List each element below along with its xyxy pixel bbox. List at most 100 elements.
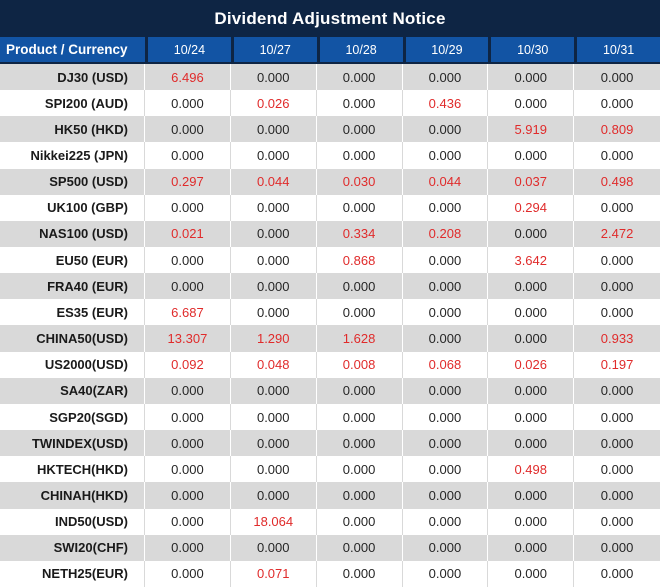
value-cell: 0.000 [317, 273, 403, 300]
value-cell: 0.000 [231, 273, 317, 300]
value-cell: 3.642 [488, 247, 575, 274]
value-cell: 0.000 [488, 220, 575, 248]
value-cell: 0.000 [317, 299, 403, 326]
value-cell: 0.000 [488, 377, 575, 404]
product-cell: SA40(ZAR) [0, 377, 145, 404]
value-cell: 0.030 [317, 168, 403, 195]
table-row: SWI20(CHF) 0.000 0.000 0.000 0.000 0.000 0.000 [0, 534, 660, 561]
table-row: NAS100 (USD) 0.021 0.000 0.334 0.208 0.000 2.4… [0, 220, 660, 248]
value-cell: 0.000 [231, 430, 317, 457]
value-cell: 0.000 [403, 430, 489, 457]
value-cell: 5.919 [488, 116, 575, 143]
product-cell: CHINAH(HKD) [0, 482, 145, 509]
value-cell: 0.498 [488, 456, 575, 483]
product-cell: TWINDEX(USD) [0, 430, 145, 457]
product-cell: US2000(USD) [0, 351, 145, 378]
value-cell: 0.000 [145, 116, 231, 143]
value-cell: 0.933 [600, 331, 634, 347]
value-cell: 0.000 [317, 116, 403, 143]
value-cell: 0.000 [403, 456, 489, 483]
value-cell: 0.000 [145, 377, 231, 404]
value-cell: 0.000 [488, 482, 575, 509]
value-cell: 0.000 [600, 487, 634, 503]
value-cell: 0.000 [600, 148, 634, 164]
value-cell: 0.000 [145, 142, 231, 169]
value-cell: 0.436 [403, 90, 489, 117]
product-cell: HK50 (HKD) [0, 116, 145, 143]
value-cell: 0.000 [145, 273, 231, 300]
column-header-date-6: 10/31 [577, 37, 660, 62]
value-cell: 0.000 [403, 116, 489, 143]
table-row: CHINA50(USD) 13.307 1.290 1.628 0.000 0.000 0.… [0, 325, 660, 352]
value-cell: 0.008 [317, 351, 403, 378]
value-cell: 0.000 [231, 456, 317, 483]
value-cell: 0.000 [231, 220, 317, 248]
value-cell: 0.021 [145, 220, 231, 248]
value-cell: 0.000 [600, 278, 634, 294]
value-cell: 0.000 [317, 482, 403, 509]
product-cell: FRA40 (EUR) [0, 273, 145, 300]
value-cell: 0.000 [231, 482, 317, 509]
value-cell: 0.000 [231, 377, 317, 404]
value-cell: 0.000 [317, 403, 403, 431]
value-cell: 0.000 [600, 540, 634, 556]
value-cell: 0.000 [231, 194, 317, 221]
product-cell: NAS100 (USD) [0, 220, 145, 248]
value-cell: 0.000 [403, 482, 489, 509]
value-cell: 0.000 [317, 194, 403, 221]
value-cell: 0.000 [145, 90, 231, 117]
table-row: HK50 (HKD) 0.000 0.000 0.000 0.000 5.919 0.809 [0, 116, 660, 143]
value-cell: 0.000 [231, 142, 317, 169]
value-cell: 0.000 [600, 514, 634, 530]
value-cell: 0.000 [600, 304, 634, 320]
value-cell: 0.000 [145, 194, 231, 221]
value-cell: 0.498 [600, 174, 634, 190]
value-cell: 0.044 [231, 168, 317, 195]
table-row: TWINDEX(USD) 0.000 0.000 0.000 0.000 0.000 0.0… [0, 430, 660, 457]
value-cell: 0.048 [231, 351, 317, 378]
value-cell: 0.809 [600, 121, 634, 137]
value-cell: 0.000 [403, 194, 489, 221]
value-cell: 0.000 [403, 508, 489, 535]
value-cell: 0.000 [488, 273, 575, 300]
value-cell: 0.000 [317, 534, 403, 561]
table-row: DJ30 (USD) 6.496 0.000 0.000 0.000 0.000 0.000 [0, 64, 660, 91]
column-header-product-currency: Product / Currency [0, 37, 145, 62]
value-cell: 0.000 [600, 69, 634, 85]
value-cell: 0.000 [403, 534, 489, 561]
value-cell: 0.068 [403, 351, 489, 378]
value-cell: 0.044 [403, 168, 489, 195]
value-cell: 0.000 [317, 508, 403, 535]
value-cell: 0.000 [600, 435, 634, 451]
value-cell: 0.000 [600, 200, 634, 216]
value-cell: 0.208 [403, 220, 489, 248]
value-cell: 0.000 [231, 534, 317, 561]
value-cell: 0.000 [145, 456, 231, 483]
value-cell: 0.000 [488, 142, 575, 169]
page-title: Dividend Adjustment Notice [0, 0, 660, 37]
table-row: CHINAH(HKD) 0.000 0.000 0.000 0.000 0.000 0.00… [0, 482, 660, 509]
value-cell: 0.000 [403, 273, 489, 300]
table-row: IND50(USD) 0.000 18.064 0.000 0.000 0.000 0.00… [0, 508, 660, 535]
value-cell: 0.000 [403, 247, 489, 274]
value-cell: 0.000 [600, 566, 634, 582]
value-cell: 18.064 [231, 508, 317, 535]
product-cell: SWI20(CHF) [0, 534, 145, 561]
value-cell: 0.000 [317, 90, 403, 117]
value-cell: 0.000 [145, 560, 231, 587]
value-cell: 0.000 [145, 403, 231, 431]
value-cell: 0.000 [231, 116, 317, 143]
value-cell: 6.687 [145, 299, 231, 326]
value-cell: 0.026 [488, 351, 575, 378]
value-cell: 0.868 [317, 247, 403, 274]
value-cell: 0.000 [488, 508, 575, 535]
value-cell: 0.000 [317, 456, 403, 483]
value-cell: 0.000 [488, 325, 575, 352]
value-cell: 0.000 [600, 461, 634, 477]
value-cell: 0.334 [317, 220, 403, 248]
value-cell: 0.000 [403, 560, 489, 587]
value-cell: 0.000 [145, 247, 231, 274]
table-row: Nikkei225 (JPN) 0.000 0.000 0.000 0.000 0.000… [0, 142, 660, 169]
value-cell: 1.290 [231, 325, 317, 352]
